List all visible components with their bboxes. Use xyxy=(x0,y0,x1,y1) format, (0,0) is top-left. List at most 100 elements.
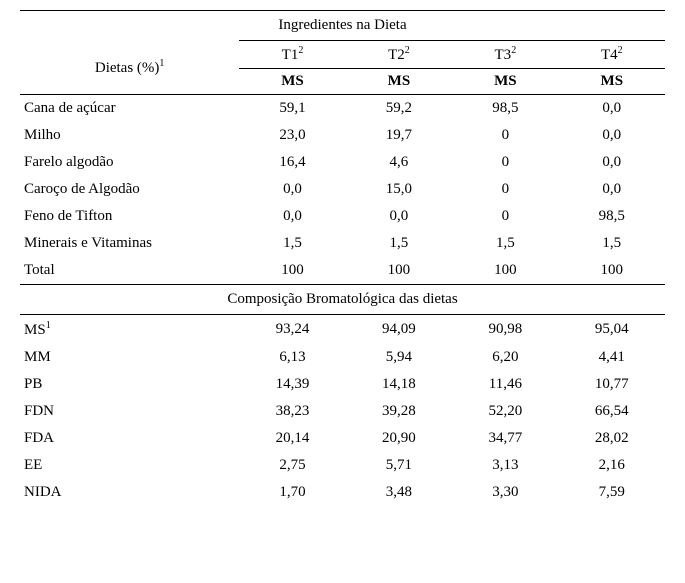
table-row: Caroço de Algodão 0,0 15,0 0 0,0 xyxy=(20,176,665,203)
cell: 2,75 xyxy=(239,452,345,479)
cell: 5,71 xyxy=(346,452,452,479)
col-header-t3: T32 xyxy=(452,41,558,69)
row-label: MM xyxy=(20,344,239,371)
section1-title: Ingredientes na Dieta xyxy=(20,11,665,41)
cell: 2,16 xyxy=(559,452,665,479)
data-table: Ingredientes na Dieta Dietas (%)1 T12 T2… xyxy=(20,10,665,506)
cell: 1,5 xyxy=(559,230,665,257)
cell: 16,4 xyxy=(239,149,345,176)
cell: 3,30 xyxy=(452,479,558,506)
row-label: Cana de açúcar xyxy=(20,95,239,123)
table-row: Minerais e Vitaminas 1,5 1,5 1,5 1,5 xyxy=(20,230,665,257)
table-row: FDA 20,14 20,90 34,77 28,02 xyxy=(20,425,665,452)
cell: 1,5 xyxy=(346,230,452,257)
cell: 19,7 xyxy=(346,122,452,149)
cell: 0,0 xyxy=(346,203,452,230)
row-label: MS1 xyxy=(20,315,239,345)
cell: 14,18 xyxy=(346,371,452,398)
cell: 6,20 xyxy=(452,344,558,371)
header-row: Dietas (%)1 T12 T22 T32 T42 xyxy=(20,41,665,69)
table-row: PB 14,39 14,18 11,46 10,77 xyxy=(20,371,665,398)
cell: 3,13 xyxy=(452,452,558,479)
cell: 28,02 xyxy=(559,425,665,452)
cell: 100 xyxy=(452,257,558,285)
cell: 6,13 xyxy=(239,344,345,371)
cell: 1,5 xyxy=(452,230,558,257)
subheader-ms-1: MS xyxy=(239,69,345,95)
cell: 20,14 xyxy=(239,425,345,452)
section2-title: Composição Bromatológica das dietas xyxy=(20,285,665,315)
row-label: Total xyxy=(20,257,239,285)
cell: 14,39 xyxy=(239,371,345,398)
row-label: FDA xyxy=(20,425,239,452)
cell: 94,09 xyxy=(346,315,452,345)
row-label: Milho xyxy=(20,122,239,149)
cell: 100 xyxy=(559,257,665,285)
row-label: Feno de Tifton xyxy=(20,203,239,230)
col-header-t4: T42 xyxy=(559,41,665,69)
table-row: MM 6,13 5,94 6,20 4,41 xyxy=(20,344,665,371)
cell: 20,90 xyxy=(346,425,452,452)
cell: 66,54 xyxy=(559,398,665,425)
cell: 98,5 xyxy=(452,95,558,123)
cell: 59,1 xyxy=(239,95,345,123)
section2-title-row: Composição Bromatológica das dietas xyxy=(20,285,665,315)
col-header-t1: T12 xyxy=(239,41,345,69)
cell: 0 xyxy=(452,176,558,203)
cell: 11,46 xyxy=(452,371,558,398)
subheader-ms-3: MS xyxy=(452,69,558,95)
cell: 5,94 xyxy=(346,344,452,371)
cell: 100 xyxy=(346,257,452,285)
table-row: NIDA 1,70 3,48 3,30 7,59 xyxy=(20,479,665,506)
cell: 7,59 xyxy=(559,479,665,506)
cell: 0 xyxy=(452,122,558,149)
table-row: MS1 93,24 94,09 90,98 95,04 xyxy=(20,315,665,345)
cell: 0,0 xyxy=(559,122,665,149)
cell: 0 xyxy=(452,149,558,176)
cell: 38,23 xyxy=(239,398,345,425)
cell: 15,0 xyxy=(346,176,452,203)
col-header-t2: T22 xyxy=(346,41,452,69)
cell: 98,5 xyxy=(559,203,665,230)
cell: 100 xyxy=(239,257,345,285)
cell: 0,0 xyxy=(559,176,665,203)
table-row: Cana de açúcar 59,1 59,2 98,5 0,0 xyxy=(20,95,665,123)
cell: 10,77 xyxy=(559,371,665,398)
cell: 93,24 xyxy=(239,315,345,345)
cell: 0,0 xyxy=(559,95,665,123)
cell: 3,48 xyxy=(346,479,452,506)
row-header-dietas: Dietas (%)1 xyxy=(20,41,239,95)
cell: 0 xyxy=(452,203,558,230)
row-label: Caroço de Algodão xyxy=(20,176,239,203)
row-label: Farelo algodão xyxy=(20,149,239,176)
cell: 34,77 xyxy=(452,425,558,452)
row-header-sup: 1 xyxy=(159,58,164,69)
cell: 0,0 xyxy=(239,203,345,230)
cell: 0,0 xyxy=(239,176,345,203)
table-row: EE 2,75 5,71 3,13 2,16 xyxy=(20,452,665,479)
table-row: Feno de Tifton 0,0 0,0 0 98,5 xyxy=(20,203,665,230)
row-label: Minerais e Vitaminas xyxy=(20,230,239,257)
cell: 52,20 xyxy=(452,398,558,425)
cell: 0,0 xyxy=(559,149,665,176)
cell: 59,2 xyxy=(346,95,452,123)
section1-title-row: Ingredientes na Dieta xyxy=(20,11,665,41)
cell: 1,5 xyxy=(239,230,345,257)
row-label: NIDA xyxy=(20,479,239,506)
subheader-ms-4: MS xyxy=(559,69,665,95)
cell: 95,04 xyxy=(559,315,665,345)
cell: 1,70 xyxy=(239,479,345,506)
subheader-ms-2: MS xyxy=(346,69,452,95)
row-label: FDN xyxy=(20,398,239,425)
table-row: Farelo algodão 16,4 4,6 0 0,0 xyxy=(20,149,665,176)
cell: 90,98 xyxy=(452,315,558,345)
table-row: FDN 38,23 39,28 52,20 66,54 xyxy=(20,398,665,425)
cell: 4,6 xyxy=(346,149,452,176)
row-label: EE xyxy=(20,452,239,479)
cell: 23,0 xyxy=(239,122,345,149)
table-row: Milho 23,0 19,7 0 0,0 xyxy=(20,122,665,149)
cell: 39,28 xyxy=(346,398,452,425)
row-header-label: Dietas (%) xyxy=(95,60,160,76)
row-label: PB xyxy=(20,371,239,398)
cell: 4,41 xyxy=(559,344,665,371)
